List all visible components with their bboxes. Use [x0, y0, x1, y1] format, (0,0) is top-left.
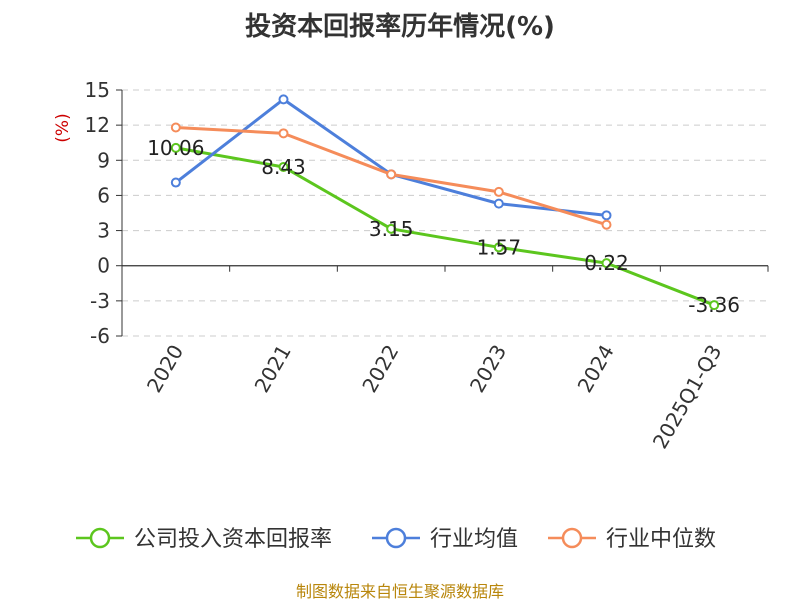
series-point-2	[601, 219, 612, 230]
x-tick-label: 2022	[357, 341, 403, 397]
axes: 15 12 9 6 3 0 -3 -6 (%) 2020 2021 2022 2023 2024 2025Q…	[53, 78, 769, 453]
legend-marker-0	[89, 527, 111, 549]
x-tick-label: 2024	[573, 341, 619, 397]
legend-label-0: 公司投入资本回报率	[134, 527, 332, 552]
series-group	[170, 94, 720, 311]
series-point-2	[278, 128, 289, 139]
legend-marker-2	[561, 527, 583, 549]
series-line-0	[175, 146, 715, 307]
series-point-1	[170, 177, 181, 188]
data-label: 1.57	[477, 235, 522, 259]
source-note: 制图数据来自恒生聚源数据库	[295, 582, 504, 601]
series-point-2	[170, 122, 181, 133]
series-point-0	[493, 242, 504, 253]
chart-title: 投资本回报率历年情况(%)	[245, 12, 555, 42]
x-tick-label: 2021	[250, 341, 296, 397]
legend-label-2: 行业中位数	[606, 527, 716, 552]
y-tick-label: 0	[97, 254, 110, 278]
grid-lines	[122, 89, 768, 337]
series-point-0	[709, 300, 720, 311]
legend: 公司投入资本回报率 行业均值 行业中位数	[76, 527, 716, 552]
series-point-0	[278, 161, 289, 172]
series-point-2	[386, 169, 397, 180]
y-tick-label: 3	[97, 219, 110, 243]
y-tick-label: 12	[85, 113, 110, 137]
series-point-0	[601, 258, 612, 269]
y-tick-label: 9	[97, 148, 110, 172]
series-point-1	[278, 94, 289, 105]
data-label: 10.06	[147, 136, 204, 160]
x-tick-label: 2025Q1-Q3	[648, 341, 727, 453]
x-tick-label: 2020	[142, 341, 188, 397]
data-label: 3.15	[369, 217, 414, 241]
y-tick-label: 15	[85, 78, 110, 102]
y-tick-label: 6	[97, 183, 110, 207]
data-labels: 10.06 8.43 3.15 1.57 0.22 -3.36	[147, 136, 740, 317]
legend-label-1: 行业均值	[430, 527, 518, 552]
y-tick-label: -3	[90, 289, 110, 313]
data-label: 8.43	[261, 155, 306, 179]
series-point-1	[601, 210, 612, 221]
series-point-0	[386, 223, 397, 234]
x-tick-label: 2023	[465, 341, 511, 397]
series-point-2	[493, 186, 504, 197]
series-line-1	[174, 97, 607, 217]
y-axis-label: (%)	[53, 113, 73, 142]
data-label: 0.22	[584, 251, 629, 275]
y-tick-label: -6	[90, 324, 110, 348]
data-label: -3.36	[688, 293, 740, 317]
series-point-0	[170, 142, 181, 153]
legend-marker-1	[385, 527, 407, 549]
series-point-1	[493, 198, 504, 209]
